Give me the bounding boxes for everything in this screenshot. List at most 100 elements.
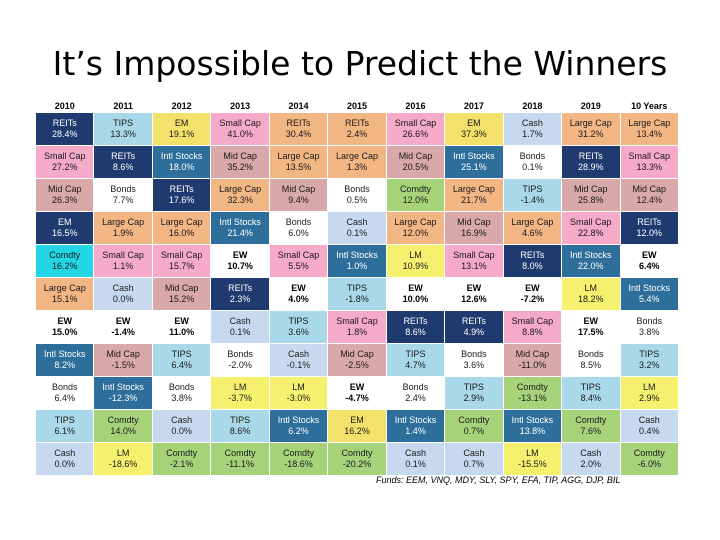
year-header: 2010 [54, 101, 75, 111]
return-cell: REITs 17.6% [152, 179, 211, 211]
return-value: 10.7% [227, 261, 253, 271]
return-cell: Mid Cap 15.2% [152, 278, 211, 310]
return-value: -11.1% [226, 459, 255, 469]
return-cell: LM 10.9% [386, 245, 445, 277]
return-cell: Mid Cap 16.9% [445, 212, 503, 244]
return-value: 26.3% [51, 195, 78, 205]
asset-class-label: Mid Cap [457, 217, 491, 227]
return-value: -3.0% [286, 393, 311, 403]
asset-class-label: LM [643, 382, 656, 392]
return-cell: LM -3.7% [211, 377, 269, 409]
returns-quilt-table: 2010 2011 2012 2013 2014 2015 2016 2017 2018 2019… [36, 99, 678, 476]
return-value: 20.5% [402, 162, 429, 172]
asset-class-label: Large Cap [219, 184, 262, 194]
quilt-row: REITs 28.4% TIPS 13.3% EM 19.1% Small Cap 41.0%… [36, 113, 678, 145]
asset-class-label: EM [57, 217, 72, 227]
asset-class-label: Mid Cap [340, 349, 374, 359]
return-cell: Mid Cap 25.8% [562, 179, 620, 211]
asset-class-label: Mid Cap [281, 184, 316, 194]
return-cell: Mid Cap 9.4% [269, 179, 328, 211]
return-value: 1.3% [346, 162, 368, 172]
return-value: 18.0% [168, 162, 195, 172]
return-value: 0.1% [229, 327, 251, 337]
asset-class-label: Bonds [285, 217, 312, 227]
return-cell: EM 37.3% [445, 113, 503, 145]
asset-class-label: TIPS [580, 382, 601, 392]
return-cell: REITs 8.6% [94, 146, 152, 178]
asset-class-label: Intl Stocks [570, 250, 612, 260]
return-cell: Small Cap 1.8% [328, 311, 386, 343]
asset-class-label: EW [174, 316, 189, 326]
asset-class-label: REITs [637, 217, 662, 227]
asset-class-label: REITs [578, 151, 603, 161]
year-header: 2012 [171, 101, 192, 111]
return-cell: Comdty 12.0% [386, 179, 445, 211]
asset-class-label: REITs [169, 184, 194, 194]
return-value: 2.9% [639, 393, 660, 403]
asset-class-label: Comdty [458, 415, 490, 425]
asset-class-label: EW [525, 283, 540, 293]
return-value: -1.4% [111, 327, 135, 337]
return-cell: LM -3.0% [269, 377, 328, 409]
asset-class-label: Mid Cap [47, 184, 82, 194]
return-value: 12.6% [461, 294, 487, 304]
return-cell: TIPS 6.4% [152, 344, 211, 376]
return-cell: Comdty -6.0% [620, 443, 678, 475]
return-value: 8.2% [54, 360, 75, 370]
return-value: 1.8% [346, 327, 368, 337]
return-cell: Small Cap 27.2% [36, 146, 94, 178]
return-cell: LM -18.6% [94, 443, 152, 475]
return-value: -2.0% [228, 360, 252, 370]
quilt-row: Mid Cap 26.3% Bonds 7.7% REITs 17.6% Large Cap… [36, 179, 678, 211]
asset-class-label: REITs [111, 151, 136, 161]
return-value: 12.4% [636, 195, 663, 205]
return-cell: TIPS 8.4% [562, 377, 620, 409]
asset-class-label: REITs [520, 250, 545, 260]
return-cell: Cash 0.1% [211, 311, 269, 343]
asset-class-label: EW [115, 316, 131, 326]
asset-class-label: Large Cap [452, 184, 495, 194]
return-cell: Cash 0.0% [152, 410, 211, 442]
return-value: 27.2% [51, 162, 78, 172]
return-cell: Small Cap 13.3% [620, 146, 678, 178]
asset-class-label: REITs [228, 283, 253, 293]
asset-class-label: Intl Stocks [336, 250, 378, 260]
asset-class-label: Mid Cap [632, 184, 667, 194]
year-header: 10 Years [631, 101, 668, 111]
asset-class-label: Intl Stocks [160, 151, 203, 161]
return-value: 12.0% [402, 195, 429, 205]
return-value: 19.1% [168, 129, 195, 139]
return-cell: EW 15.0% [36, 311, 94, 343]
quilt-row: Large Cap 15.1% Cash 0.0% Mid Cap 15.2% REITs 2… [36, 278, 678, 310]
asset-class-label: TIPS [405, 349, 426, 359]
return-cell: REITs 2.4% [328, 113, 386, 145]
quilt-row: EW 15.0% EW -1.4% EW 11.0% Cash 0.1% TIPS 3.6% Sma… [36, 311, 678, 343]
asset-class-label: REITs [52, 118, 77, 128]
return-cell: Small Cap 1.1% [94, 245, 152, 277]
return-cell: EW 12.6% [445, 278, 503, 310]
return-cell: TIPS 3.6% [269, 311, 328, 343]
return-cell: Bonds 0.1% [503, 146, 562, 178]
asset-class-label: Comdty [283, 448, 315, 458]
return-value: 0.1% [522, 162, 543, 172]
return-cell: Cash 0.4% [620, 410, 678, 442]
asset-class-label: Intl Stocks [453, 151, 495, 161]
return-value: 28.4% [51, 129, 78, 139]
return-value: 3.8% [639, 327, 660, 337]
asset-class-label: Small Cap [102, 250, 144, 260]
return-cell: Intl Stocks 1.0% [328, 245, 386, 277]
return-cell: Comdty 14.0% [94, 410, 152, 442]
return-cell: Intl Stocks 25.1% [445, 146, 503, 178]
return-cell: Bonds 0.5% [328, 179, 386, 211]
quilt-row: EM 16.5% Large Cap 1.9% Large Cap 16.0% Intl S… [36, 212, 678, 244]
asset-class-label: Small Cap [570, 217, 612, 227]
return-cell: Bonds 6.0% [269, 212, 328, 244]
return-value: 13.3% [110, 129, 136, 139]
return-cell: Intl Stocks 18.0% [152, 146, 211, 178]
asset-class-label: Intl Stocks [628, 283, 671, 293]
asset-class-label: Mid Cap [574, 184, 608, 194]
return-value: 10.9% [402, 261, 429, 271]
return-value: -0.1% [286, 360, 311, 370]
asset-class-label: Cash [580, 448, 602, 458]
return-cell: Small Cap 15.7% [152, 245, 211, 277]
